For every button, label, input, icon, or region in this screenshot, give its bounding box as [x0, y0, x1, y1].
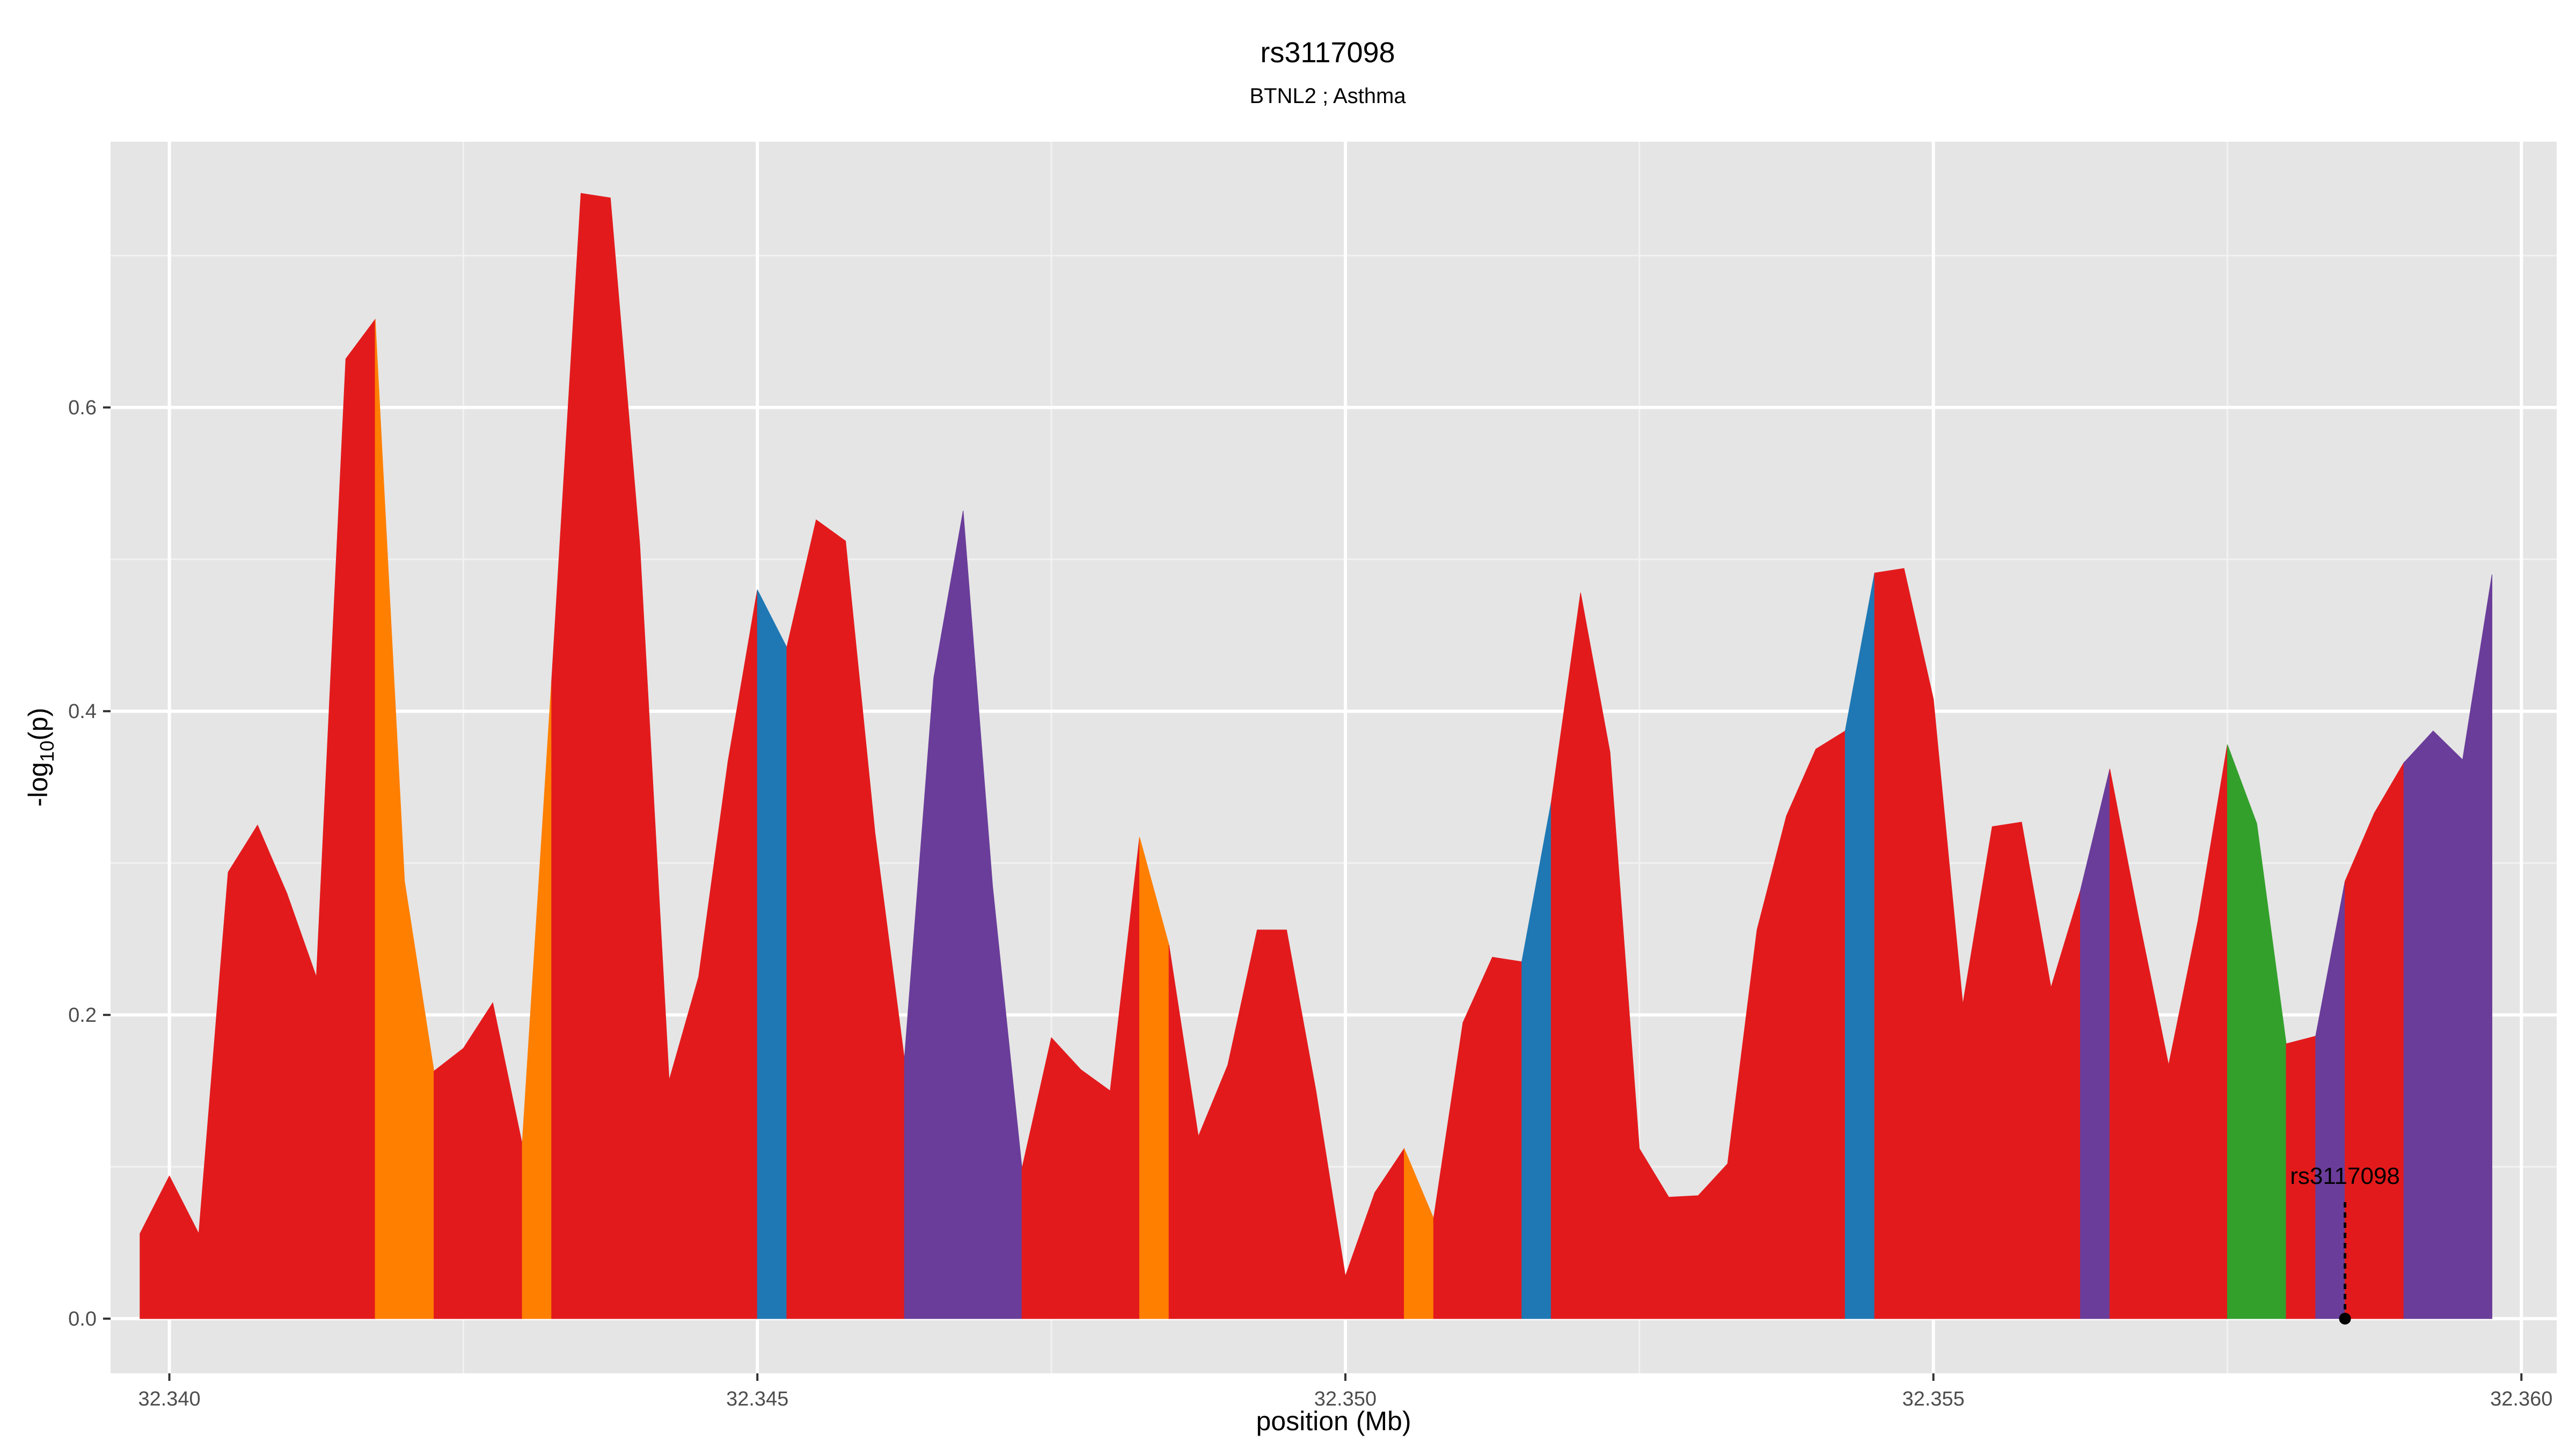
area-segment-purple	[2403, 574, 2492, 1319]
area-series	[140, 193, 2492, 1319]
y-axis-label-main: -log	[23, 762, 53, 807]
y-tick-label: 0.0	[68, 1308, 97, 1330]
y-tick-label: 0.2	[68, 1004, 97, 1027]
grid-minor	[111, 142, 2557, 1373]
x-tick-label: 32.355	[1902, 1388, 1964, 1410]
y-tick-label: 0.4	[68, 700, 97, 723]
x-axis-ticks: 32.340 32.345 32.350 32.355 32.360	[138, 1373, 2552, 1410]
y-axis-label-tail: (p)	[23, 708, 53, 741]
area-segment-blue	[757, 589, 787, 1319]
annotation-point	[2339, 1313, 2351, 1325]
area-segment-orange	[375, 319, 435, 1319]
chart-subtitle: BTNL2 ; Asthma	[1249, 84, 1406, 108]
y-axis-label: -log10(p)	[23, 708, 58, 807]
area-segment-red	[1550, 592, 1846, 1319]
area-segment-red	[2345, 762, 2404, 1319]
y-axis-ticks: 0.0 0.2 0.4 0.6	[68, 397, 111, 1330]
chart-title: rs3117098	[1260, 36, 1395, 69]
snp-annotation: rs3117098	[2290, 1163, 2400, 1325]
x-tick-label: 32.345	[726, 1388, 788, 1410]
y-tick-label: 0.6	[68, 397, 97, 419]
x-axis-label: position (Mb)	[1256, 1406, 1411, 1436]
annotation-label: rs3117098	[2290, 1163, 2400, 1189]
x-tick-label: 32.340	[138, 1388, 200, 1410]
x-tick-label: 32.360	[2490, 1388, 2552, 1410]
x-tick-label: 32.350	[1314, 1388, 1377, 1410]
area-segment-green	[2227, 744, 2287, 1319]
y-axis-label-subscript: 10	[36, 741, 58, 762]
